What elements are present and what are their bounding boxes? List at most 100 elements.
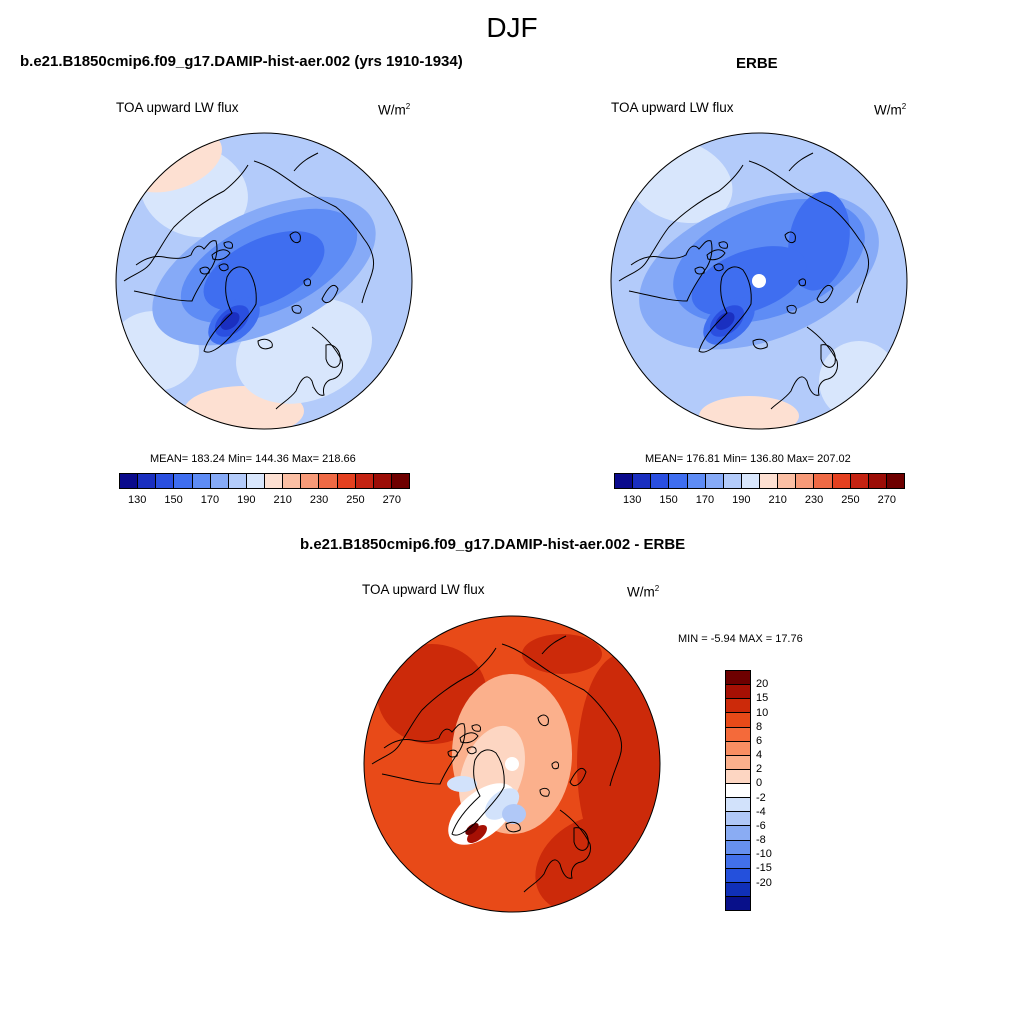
panel2-colorbar-tick-label: 250 — [841, 494, 860, 506]
panel3-contour-region — [467, 825, 487, 843]
panel2-colorbar-cell — [741, 474, 760, 488]
panel3-map-border — [363, 615, 661, 913]
panel3-coastline — [541, 635, 567, 655]
panel1-colorbar-cell — [192, 474, 211, 488]
panel1-colorbar-tick-label: 250 — [346, 494, 365, 506]
panel1-colorbar-cell — [319, 474, 338, 488]
panel2-colorbar-cell — [669, 474, 688, 488]
panel2-coastline — [628, 240, 713, 302]
panel3-contour-region — [522, 634, 602, 674]
panel3-coastline — [569, 767, 587, 787]
panel3-coastline — [471, 724, 481, 732]
panel2-coastline — [820, 344, 836, 368]
panel1-colorbar-cell — [246, 474, 265, 488]
panel3-colorbar-cell — [726, 812, 750, 827]
panel2-coastline — [706, 249, 726, 261]
panel3-colorbar-tick-label: -15 — [756, 862, 772, 875]
panel2-contour-region — [819, 341, 899, 421]
panel1-coastline — [257, 338, 273, 350]
panel1-coastline — [199, 266, 210, 275]
panel3-coastline — [451, 749, 505, 836]
panel3-colorbar-cell — [726, 784, 750, 799]
panel2-colorbar-tick-label: 270 — [877, 494, 896, 506]
panel2-coastline — [798, 278, 806, 287]
panel2-coastline — [786, 304, 797, 314]
panel3-colorbar-tick-label: 15 — [756, 692, 769, 705]
panel2-coastline — [770, 326, 838, 410]
panel3-colorbar-cell — [726, 798, 750, 813]
season-title: DJF — [486, 12, 538, 43]
panel3-colorbar-tick-label: 2 — [756, 763, 763, 776]
panel1-coastline — [218, 263, 229, 272]
panel3-colorbar-tick-label: 0 — [756, 777, 763, 790]
panel1-contour-region — [220, 312, 240, 330]
panel3-colorbar-cell — [726, 713, 750, 728]
panel3-colorbar-tick-label: 4 — [756, 749, 763, 762]
panel2-colorbar-cell — [832, 474, 851, 488]
panel1-coastline — [253, 160, 375, 304]
panel1-coastline — [291, 304, 302, 314]
panel1-coastline — [203, 266, 257, 353]
panel1-colorbar-cell — [373, 474, 392, 488]
panel3-contour-region — [502, 804, 526, 824]
panel2-colorbar-cell — [868, 474, 887, 488]
panel3-colorbar-tick-label: -4 — [756, 805, 766, 818]
panel2-coastline — [784, 231, 796, 244]
panel1-coastline — [275, 326, 343, 410]
panel1-colorbar-cell — [337, 474, 356, 488]
panel1-colorbar-tick-label: 130 — [128, 494, 147, 506]
panel1-coastline — [133, 240, 218, 302]
panel1-colorbar-tick-label: 190 — [237, 494, 256, 506]
panel3-polar-map — [363, 615, 661, 913]
panel2-colorbar-cell — [850, 474, 869, 488]
panel3-colorbar-cell — [726, 699, 750, 714]
panel1-title: b.e21.B1850cmip6.f09_g17.DAMIP-hist-aer.… — [20, 53, 463, 70]
panel3-colorbar-cell — [726, 882, 750, 897]
panel3-pole-missing-data — [505, 757, 519, 771]
panel3-colorbar-cell — [726, 741, 750, 756]
panel3-colorbar-tick-label: 6 — [756, 734, 763, 747]
panel2-coastline — [718, 241, 728, 249]
panel2-units: W/m2 — [874, 102, 907, 118]
panel2-coastline — [694, 266, 705, 275]
panel1-colorbar-cell — [355, 474, 374, 488]
panel2-colorbar-cell — [778, 474, 797, 488]
panel2-subtitle: TOA upward LW flux — [611, 100, 734, 115]
panel3-colorbar-tick-label: -10 — [756, 848, 772, 861]
panel3-colorbar-cell — [726, 755, 750, 770]
panel3-coastline — [459, 732, 479, 744]
panel2-colorbar-cell — [651, 474, 670, 488]
panel2-colorbar-cell — [886, 474, 904, 488]
panel2-colorbar-tick-label: 210 — [768, 494, 787, 506]
panel1-coastline — [293, 152, 319, 172]
panel1-colorbar-cell — [301, 474, 320, 488]
panel1-colorbar-tick-label: 150 — [164, 494, 183, 506]
panel1-colorbar-cell — [228, 474, 247, 488]
panel3-colorbar-cell — [726, 897, 750, 911]
panel2-coastline — [816, 284, 834, 304]
panel3-colorbar-tick-label: 20 — [756, 678, 769, 691]
panel3-colorbar-cell — [726, 826, 750, 841]
panel1-colorbar-cell — [156, 474, 175, 488]
panel1-colorbar-cell — [391, 474, 409, 488]
panel2-colorbar-cell — [814, 474, 833, 488]
panel1-coastline — [321, 284, 339, 304]
panel1-polar-map — [115, 132, 413, 430]
panel2-colorbar-cell — [633, 474, 652, 488]
panel2-coastline — [618, 164, 744, 282]
panel2-stats: MEAN= 176.81 Min= 136.80 Max= 207.02 — [645, 453, 851, 465]
panel3-coastline — [551, 761, 559, 770]
panel3-title: b.e21.B1850cmip6.f09_g17.DAMIP-hist-aer.… — [300, 536, 686, 553]
panel3-coastline — [523, 809, 591, 893]
panel3-colorbar-cell — [726, 854, 750, 869]
panel3-colorbar-tick-label: 8 — [756, 720, 763, 733]
panel1-units: W/m2 — [378, 102, 411, 118]
panel2-colorbar-tick-label: 170 — [695, 494, 715, 506]
panel2-colorbar-tick-label: 150 — [659, 494, 678, 506]
panel3-colorbar-cell — [726, 671, 750, 686]
panel1-colorbar-tick-label: 230 — [309, 494, 329, 506]
panel1-coastline — [289, 231, 301, 244]
panel2-colorbar-cell — [723, 474, 742, 488]
panel3-colorbar-tick-label: 10 — [756, 706, 769, 719]
panel3-coastline — [381, 723, 466, 785]
